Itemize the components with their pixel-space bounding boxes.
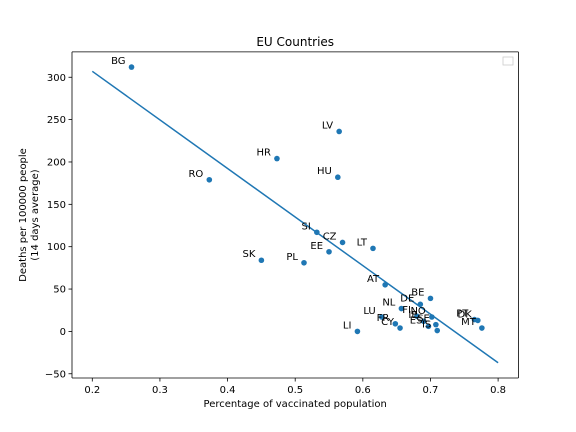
data-point-ro [206,176,213,183]
data-point-li [354,328,361,335]
regression-line [91,70,499,364]
data-point-nl [398,305,405,312]
point-label-be: BE [411,287,424,298]
point-label-cy: CY [381,317,395,328]
y-tick-label: 100 [47,242,66,253]
point-label-is: IS [422,320,431,331]
point-label-ie: IE [408,310,417,321]
point-label-fi: FI [402,305,411,316]
data-point-bg [128,64,135,70]
y-tick-label: 300 [47,73,66,84]
point-label-si: SI [302,221,311,232]
point-label-lu: LU [363,306,375,317]
point-label-nl: NL [382,298,395,309]
data-point-fr [392,320,399,327]
point-label-de: DE [400,293,414,304]
y-tick-label: 0 [60,327,66,338]
point-label-es: ES [410,315,423,326]
y-tick-label: 50 [53,285,66,296]
point-label-lv: LV [322,120,333,131]
point-label-hr: HR [256,148,271,159]
x-tick-label: 0.5 [287,385,303,396]
point-label-dk: DK [458,309,473,320]
point-label-pl: PL [286,252,298,263]
point-label-no: NO [410,306,425,317]
data-point-pl [301,259,307,266]
x-tick-label: 0.3 [152,385,168,396]
point-label-se: SE [417,314,430,325]
point-label-ro: RO [188,169,203,180]
data-point-sk [258,257,265,264]
data-point-lu [378,314,385,320]
y-tick-label: −50 [45,369,66,380]
x-axis-ticks: 0.2 0.3 0.4 0.5 0.6 0.7 0.8 [84,378,506,396]
data-point-lt [370,245,376,252]
point-label-ee: EE [310,241,323,252]
point-label-hu: HU [317,166,332,177]
y-tick-label: 150 [47,200,66,211]
data-point-es [425,323,432,330]
point-label-mt: MT [461,317,477,328]
data-point-is [434,327,441,334]
data-point-pt [471,316,478,323]
point-label-li: LI [343,320,352,331]
data-point-se [433,321,439,328]
data-point-hu [335,174,341,181]
data-point-cz [339,239,346,246]
point-label-fr: FR [377,313,390,324]
y-tick-label: 250 [47,115,66,126]
x-tick-label: 0.7 [423,385,439,396]
fit-line-layer [91,70,499,364]
point-label-sk: SK [242,249,255,260]
data-point-mt [479,325,485,331]
x-tick-label: 0.4 [220,385,236,396]
y-axis-label-line-1: Deaths per 100000 people [18,148,29,282]
data-point-cy [397,325,403,331]
point-label-pt: PT [456,309,469,320]
data-point-ee [326,248,332,255]
x-tick-label: 0.6 [355,385,371,396]
data-point-fi [414,313,420,319]
data-point-be [427,295,434,302]
legend-box [502,56,514,66]
point-label-cz: CZ [323,231,337,242]
data-point-at [382,282,388,288]
x-axis-label: Percentage of vaccinated population [204,399,387,410]
data-point-lv [336,128,342,135]
data-point-de [417,301,424,308]
data-point-hr [274,155,280,162]
point-label-lt: LT [357,237,368,248]
chart-title: EU Countries [256,35,334,49]
y-axis-ticks: −50 0 50 100 150 200 250 300 [45,73,72,380]
y-tick-label: 200 [47,157,66,168]
point-label-bg: BG [111,56,125,67]
data-point-si [314,229,320,236]
x-tick-label: 0.8 [490,385,506,396]
points-layer [128,64,485,335]
y-axis-label-line-2: (14 days average) [30,169,41,261]
point-label-at: AT [367,274,380,285]
x-tick-label: 0.2 [84,385,100,396]
data-point-ie [420,318,427,325]
data-point-no [429,314,435,320]
